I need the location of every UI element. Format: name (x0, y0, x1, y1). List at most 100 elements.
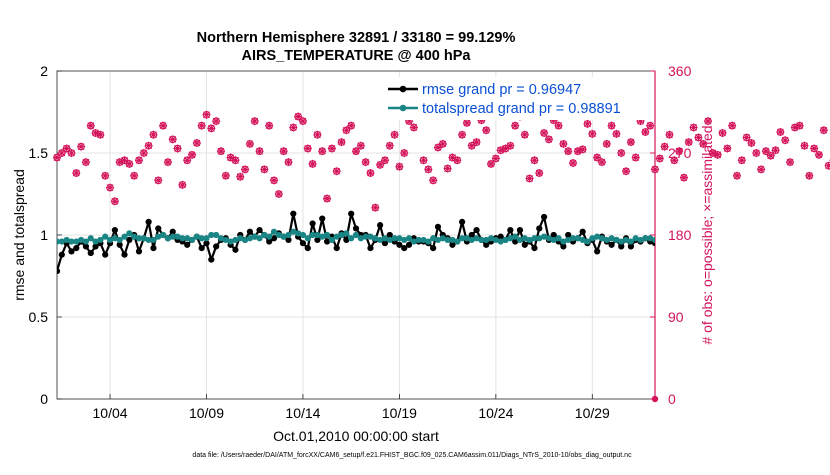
totalspread-point (603, 236, 610, 244)
obs-assimilated-marker (106, 183, 115, 192)
obs-assimilated-marker (718, 128, 727, 137)
rmse-point (507, 226, 514, 234)
totalspread-point (295, 230, 302, 237)
totalspread-point (473, 235, 480, 242)
obs-assimilated-marker (771, 146, 780, 155)
axis-ticks: 10/04 10/09 10/14 10/19 10/24 10/29 0 0.5 1 1.5 2 0… (29, 63, 692, 421)
obs-assimilated-marker (732, 171, 741, 180)
totalspread-point (82, 238, 90, 245)
obs-assimilated-marker (173, 144, 182, 153)
totalspread-point (73, 238, 80, 245)
obs-assimilated-marker (559, 139, 568, 148)
totalspread-point (434, 236, 442, 244)
obs-assimilated-marker (448, 153, 457, 162)
obs-assimilated-marker (810, 144, 819, 153)
totalspread-point (569, 235, 577, 242)
obs-assimilated-marker (221, 171, 230, 180)
y-right-tick-label: 180 (668, 227, 692, 243)
obs-assimilated-marker (549, 116, 558, 125)
series-layer (57, 210, 655, 275)
obs-assimilated-marker (708, 149, 717, 157)
totalspread-point (651, 236, 655, 244)
totalspread-point (516, 236, 524, 244)
totalspread-point (87, 235, 94, 242)
rmse-point (531, 245, 538, 252)
totalspread-point (478, 236, 485, 244)
obs-assimilated-marker (236, 172, 245, 181)
obs-assimilated-marker (298, 117, 307, 126)
obs-assimilated-marker (569, 159, 578, 168)
obs-assimilated-marker (149, 130, 158, 139)
obs-assimilated-marker (458, 130, 467, 139)
totalspread-point (405, 235, 413, 242)
totalspread-point (367, 233, 374, 240)
rmse-point (579, 228, 586, 235)
obs-assimilated-marker (679, 173, 688, 182)
totalspread-point (415, 236, 422, 244)
obs-assimilated-marker (795, 121, 804, 130)
obs-assimilated-marker (424, 165, 433, 174)
rmse-point (155, 225, 162, 232)
obs-assimilated-marker (675, 147, 684, 156)
obs-assimilated-marker (540, 128, 549, 137)
totalspread-point (63, 236, 70, 244)
totalspread-point (155, 233, 162, 240)
rmse-point (381, 240, 389, 247)
rmse-point (377, 222, 384, 229)
totalspread-point (622, 236, 630, 244)
y-axis-right-label: # of obs: o=possible; ×=assimilated (699, 125, 715, 344)
rmse-point (266, 238, 273, 245)
totalspread-point (126, 230, 133, 237)
totalspread-point (560, 238, 567, 245)
obs-assimilated-marker (824, 161, 830, 170)
obs-assimilated-marker (496, 146, 505, 155)
totalspread-point (217, 235, 225, 242)
totalspread-point (483, 236, 490, 244)
totalspread-point (338, 231, 345, 239)
totalspread-point (377, 236, 384, 244)
obs-assimilated-marker (400, 149, 409, 157)
totalspread-point (449, 236, 456, 244)
totalspread-point (102, 233, 109, 240)
totalspread-point (381, 235, 389, 242)
obs-assimilated-marker (395, 162, 404, 171)
totalspread-point (362, 233, 369, 240)
totalspread-point (208, 231, 215, 239)
totalspread-point (270, 228, 278, 235)
totalspread-point (121, 233, 128, 240)
y-left-tick-label: 0.5 (29, 309, 49, 325)
obs-assimilated-marker (723, 144, 732, 153)
x-tick-label: 10/24 (478, 405, 513, 421)
totalspread-point (439, 235, 446, 242)
obs-assimilated-marker (134, 156, 143, 165)
obs-assimilated-marker (506, 141, 515, 150)
rmse-point (608, 241, 615, 248)
obs-assimilated-marker (597, 158, 606, 167)
totalspread-point (290, 228, 297, 235)
rmse-point (319, 215, 326, 222)
y-axis-left-label: rmse and totalspread (11, 169, 27, 301)
obs-assimilated-marker (520, 130, 529, 139)
totalspread-point (454, 238, 461, 245)
obs-assimilated-marker (231, 156, 240, 165)
totalspread-point (78, 236, 85, 244)
totalspread-point (343, 230, 350, 237)
rmse-point (521, 241, 528, 248)
obs-assimilated-marker (747, 138, 756, 147)
rmse-point (246, 228, 253, 235)
obs-assimilated-marker (573, 147, 582, 156)
totalspread-point (285, 231, 292, 239)
rmse-point (111, 226, 118, 234)
obs-assimilated-marker (776, 128, 785, 137)
rmse-point (396, 241, 403, 248)
obs-assimilated-marker (786, 158, 795, 167)
obs-assimilated-marker (482, 126, 491, 135)
obs-assimilated-marker (429, 176, 438, 185)
obs-assimilated-marker (607, 121, 616, 130)
obs-assimilated-marker (704, 117, 713, 126)
rmse-point (135, 248, 143, 255)
obs-assimilated-marker (144, 141, 153, 150)
totalspread-point (396, 235, 403, 242)
obs-assimilated-marker (115, 158, 124, 167)
